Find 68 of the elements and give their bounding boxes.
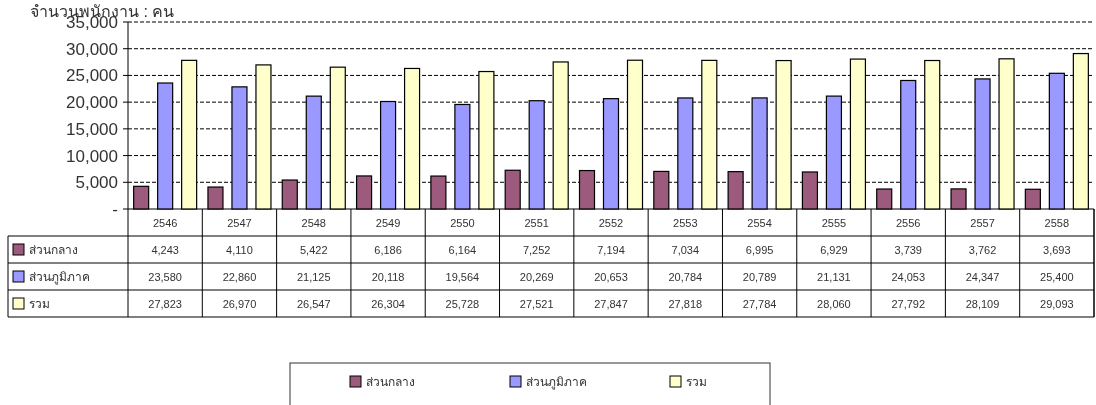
x-tick-label: 2551 bbox=[524, 217, 549, 229]
legend-label: ส่วนภูมิภาค bbox=[29, 270, 90, 285]
x-tick-label: 2555 bbox=[821, 217, 847, 229]
value-label: 6,929 bbox=[820, 244, 848, 256]
value-label: 6,186 bbox=[374, 244, 402, 256]
value-label: 4,110 bbox=[226, 244, 253, 256]
value-label: 7,252 bbox=[522, 244, 551, 256]
value-label: 3,693 bbox=[1043, 244, 1071, 256]
value-label: 26,970 bbox=[222, 298, 257, 310]
legend-key: รวม bbox=[12, 297, 50, 311]
legend-key: ส่วนกลาง bbox=[12, 243, 78, 257]
value-label: 7,194 bbox=[597, 244, 625, 256]
value-label: 25,728 bbox=[445, 298, 480, 310]
y-tick-label: 30,000 bbox=[66, 39, 118, 59]
x-tick-label: 2548 bbox=[301, 217, 327, 229]
value-label: 27,823 bbox=[148, 298, 182, 310]
value-label: 22,860 bbox=[222, 271, 257, 283]
value-label: 20,118 bbox=[371, 271, 405, 283]
x-tick-label: 2553 bbox=[673, 217, 698, 229]
value-label: 4,243 bbox=[151, 244, 179, 256]
value-label: 29,093 bbox=[1040, 298, 1074, 310]
y-tick-label: 20,000 bbox=[66, 93, 118, 113]
x-tick-label: 2547 bbox=[227, 217, 252, 229]
x-tick-label: 2554 bbox=[747, 217, 772, 229]
legend-key: ส่วนภูมิภาค bbox=[12, 270, 90, 284]
value-label: 26,547 bbox=[296, 298, 331, 310]
legend-label: ส่วนกลาง bbox=[29, 243, 78, 257]
x-tick-label: 2549 bbox=[375, 217, 401, 229]
value-label: 24,347 bbox=[965, 271, 1000, 283]
value-label: 20,784 bbox=[668, 271, 703, 283]
value-label: 27,818 bbox=[668, 298, 703, 310]
value-label: 27,521 bbox=[519, 298, 554, 310]
y-tick-label: 25,000 bbox=[66, 66, 118, 86]
value-label: 24,053 bbox=[891, 271, 926, 283]
value-label: 5,422 bbox=[300, 244, 328, 256]
value-label: 27,847 bbox=[594, 298, 628, 310]
x-tick-label: 2552 bbox=[598, 217, 624, 229]
legend-item: ส่วนภูมิภาค bbox=[509, 375, 587, 389]
value-label: 6,164 bbox=[448, 244, 477, 256]
value-label: 27,784 bbox=[742, 298, 777, 310]
x-tick-label: 2557 bbox=[970, 217, 995, 229]
value-label: 21,125 bbox=[296, 271, 331, 283]
value-label: 27,792 bbox=[891, 298, 926, 310]
y-tick-label: 5,000 bbox=[75, 173, 118, 193]
value-label: 25,400 bbox=[1040, 271, 1074, 283]
value-label: 3,739 bbox=[894, 244, 922, 256]
value-label: 28,060 bbox=[817, 298, 851, 310]
value-label: 20,653 bbox=[594, 271, 628, 283]
value-label: 19,564 bbox=[445, 271, 480, 283]
legend-label: รวม bbox=[29, 297, 50, 311]
legend-item: รวม bbox=[669, 375, 707, 389]
value-label: 23,580 bbox=[148, 271, 182, 283]
y-tick-label: 10,000 bbox=[66, 146, 118, 166]
value-label: 6,995 bbox=[745, 244, 774, 256]
value-label: 20,789 bbox=[742, 271, 777, 283]
x-tick-label: 2550 bbox=[450, 217, 475, 229]
value-label: 28,109 bbox=[965, 298, 1000, 310]
legend-item: ส่วนกลาง bbox=[349, 375, 415, 389]
value-label: 26,304 bbox=[371, 298, 405, 310]
x-tick-label: 2556 bbox=[895, 217, 921, 229]
value-label: 21,131 bbox=[817, 271, 851, 283]
value-label: 7,034 bbox=[671, 244, 700, 256]
value-label: 20,269 bbox=[519, 271, 554, 283]
y-tick-label: - bbox=[112, 200, 118, 219]
x-tick-label: 2546 bbox=[152, 217, 178, 229]
value-label: 3,762 bbox=[968, 244, 997, 256]
y-tick-label: 15,000 bbox=[66, 119, 118, 139]
x-tick-label: 2558 bbox=[1044, 217, 1070, 229]
